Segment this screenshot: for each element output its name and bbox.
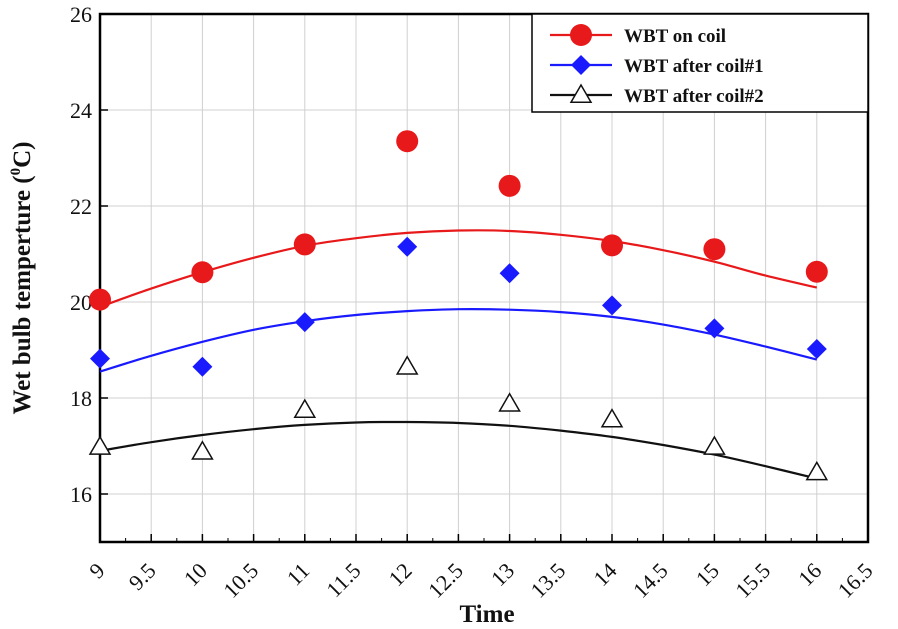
data-point-diamond [294, 312, 315, 333]
y-axis-label-main: Wet bulb temperture ( [9, 175, 36, 414]
y-tick-label: 16 [70, 482, 92, 507]
x-tick-label: 9.5 [124, 558, 161, 595]
x-tick-label: 11.5 [321, 558, 365, 602]
x-tick-label: 16 [793, 558, 826, 591]
y-axis-label-sup: 0 [8, 168, 24, 176]
data-point-triangle [293, 398, 317, 418]
x-tick-label: 15.5 [730, 558, 775, 603]
y-tick-label: 26 [70, 2, 92, 27]
data-point-circle [601, 234, 623, 257]
data-point-triangle [191, 440, 214, 460]
legend: WBT on coil WBT after coil#1 WBT after coi… [531, 13, 869, 113]
x-tick-label: 9 [84, 558, 109, 583]
x-tick-label: 16.5 [833, 558, 878, 603]
data-point-diamond [397, 236, 418, 257]
fit-curve [99, 229, 818, 308]
x-tick-label: 14.5 [628, 558, 673, 603]
x-tick-label: 13 [486, 558, 519, 591]
data-point-circle [396, 130, 419, 153]
fit-curve [99, 308, 818, 373]
legend-label: WBT after coil#1 [624, 56, 764, 77]
legend-label: WBT after coil#2 [624, 86, 764, 107]
data-point-diamond [499, 263, 520, 284]
data-point-diamond [806, 339, 827, 360]
data-point-circle [498, 174, 521, 197]
x-tick-label: 14 [588, 558, 621, 591]
x-tick-label: 10.5 [218, 558, 263, 603]
x-tick-label: 10 [179, 558, 212, 591]
data-point-triangle [805, 460, 829, 481]
x-tick-label: 15 [691, 558, 724, 591]
data-point-diamond [192, 356, 213, 377]
x-tick-label: 12.5 [423, 558, 468, 603]
data-point-circle [89, 288, 111, 311]
data-point-circle [703, 238, 726, 261]
y-tick-labels: 16 18 20 22 24 26 [70, 2, 92, 507]
data-point-circle [191, 261, 214, 284]
y-tick-label: 18 [70, 386, 92, 411]
data-point-circle [570, 24, 592, 46]
data-point-circle [293, 233, 316, 256]
y-tick-label: 20 [70, 290, 92, 315]
data-point-diamond [90, 348, 110, 369]
data-point-diamond [704, 318, 725, 339]
data-points [88, 130, 829, 481]
data-point-diamond [571, 55, 591, 75]
fit-curve [99, 420, 818, 480]
data-point-triangle [600, 408, 624, 428]
y-tick-label: 22 [70, 194, 92, 219]
y-tick-label: 24 [70, 98, 92, 123]
y-axis-label-tail: C) [9, 142, 36, 168]
data-point-triangle [498, 392, 521, 412]
legend-label: WBT on coil [624, 26, 726, 47]
x-tick-label: 12 [384, 558, 417, 591]
data-point-triangle [703, 435, 726, 455]
y-axis-label: Wet bulb temperture (0C) [8, 142, 36, 415]
fit-curves [99, 229, 818, 480]
x-tick-labels: 9 9.5 10 10.5 11 11.5 12 12.5 13 13.5 14 14.5 15 15.5… [84, 558, 877, 603]
x-tick-label: 11 [282, 558, 315, 591]
x-tick-label: 13.5 [525, 558, 570, 603]
data-point-diamond [602, 295, 622, 316]
data-point-circle [805, 260, 828, 283]
data-point-triangle [395, 355, 419, 375]
data-point-triangle [88, 435, 112, 455]
x-axis-label: Time [459, 601, 514, 628]
data-point-triangle [569, 83, 593, 103]
